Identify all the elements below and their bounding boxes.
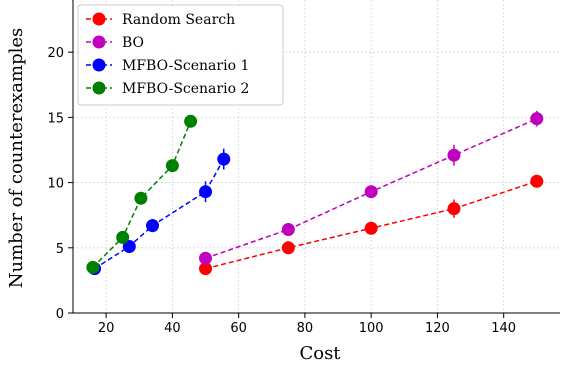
data-point [364, 221, 378, 235]
data-point [530, 174, 544, 188]
legend: Random Search BO MFBO-Scenario 1 MFBO-Scena… [77, 4, 284, 106]
legend-item: MFBO-Scenario 2 [86, 81, 249, 97]
plot-area [86, 110, 544, 276]
series-mfbo-scenario-2 [86, 114, 198, 274]
legend-label: MFBO-Scenario 1 [122, 58, 249, 74]
data-point [199, 251, 213, 265]
data-point [364, 185, 378, 199]
data-point [199, 185, 213, 199]
y-tick-label: 20 [47, 46, 64, 61]
legend-marker [92, 12, 106, 26]
data-point [447, 148, 461, 162]
x-tick-label: 60 [230, 321, 247, 336]
data-point [116, 230, 130, 244]
y-tick-label: 0 [56, 307, 64, 322]
legend-item: MFBO-Scenario 1 [86, 58, 249, 74]
data-point [199, 262, 213, 276]
data-point [86, 260, 100, 274]
y-tick-label: 5 [56, 242, 64, 257]
data-point [217, 152, 231, 166]
x-tick-label: 140 [491, 321, 516, 336]
legend-item: BO [86, 35, 144, 51]
series-bo [199, 110, 544, 265]
legend-label: BO [122, 35, 144, 51]
legend-marker [92, 81, 106, 95]
data-point [122, 239, 136, 253]
legend-label: Random Search [122, 12, 235, 28]
data-point [281, 241, 295, 255]
x-tick-label: 80 [297, 321, 314, 336]
legend-marker [92, 58, 106, 72]
data-point [447, 202, 461, 216]
data-point [281, 223, 295, 237]
x-axis-title: Cost [299, 343, 341, 364]
series-random-search [199, 174, 544, 276]
legend-label: MFBO-Scenario 2 [122, 81, 249, 97]
x-tick-label: 40 [164, 321, 181, 336]
y-tick-label: 10 [47, 177, 64, 192]
legend-marker [92, 35, 106, 49]
data-point [530, 112, 544, 126]
legend-item: Random Search [86, 12, 235, 28]
series-mfbo-scenario-1 [88, 148, 231, 276]
series-line [92, 121, 192, 268]
data-point [165, 159, 179, 173]
data-point [134, 191, 148, 205]
legend-box [77, 4, 284, 106]
x-tick-label: 20 [98, 321, 115, 336]
data-point [184, 114, 198, 128]
x-tick-label: 100 [359, 321, 384, 336]
x-tick-label: 120 [425, 321, 450, 336]
data-point [146, 219, 160, 233]
y-tick-label: 15 [47, 111, 64, 126]
ticks: 20 40 60 80 100 120 140 0 5 10 15 20 [47, 46, 516, 336]
y-axis-title: Number of counterexamples [6, 28, 27, 289]
